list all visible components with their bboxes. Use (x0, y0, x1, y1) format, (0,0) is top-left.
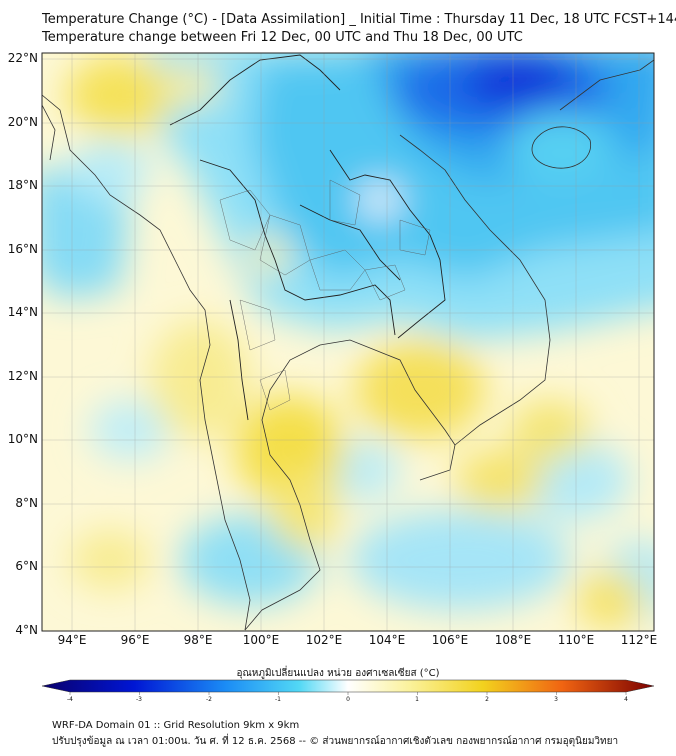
lat-label-20n: 20°N (7, 115, 38, 129)
lon-label-100e: 100°E (242, 633, 280, 647)
temperature-field (42, 53, 654, 631)
lat-label-4n: 4°N (15, 623, 38, 637)
lon-label-110e: 110°E (557, 633, 595, 647)
colorbar-tick-label: -1 (275, 696, 281, 703)
colorbar-tick-label: 3 (554, 696, 558, 703)
lat-label-6n: 6°N (15, 559, 38, 573)
lon-label-104e: 104°E (368, 633, 406, 647)
footer-model-info: WRF-DA Domain 01 :: Grid Resolution 9km … (52, 720, 300, 731)
colorbar-tick-label: 2 (485, 696, 489, 703)
lon-label-94e: 94°E (57, 633, 87, 647)
lat-label-16n: 16°N (7, 242, 38, 256)
lon-label-112e: 112°E (620, 633, 658, 647)
colorbar-tick-label: 4 (624, 696, 628, 703)
lat-label-22n: 22°N (7, 51, 38, 65)
colorbar-tick-label: -4 (67, 696, 73, 703)
lon-label-98e: 98°E (183, 633, 213, 647)
lat-label-14n: 14°N (7, 305, 38, 319)
lat-label-18n: 18°N (7, 178, 38, 192)
colorbar-title: อุณหภูมิเปลี่ยนแปลง หน่วย องศาเซลเซียส (… (236, 668, 440, 679)
lon-label-96e: 96°E (120, 633, 150, 647)
title-line-2: Temperature change between Fri 12 Dec, 0… (42, 30, 523, 45)
lat-label-10n: 10°N (7, 432, 38, 446)
lon-label-108e: 108°E (494, 633, 532, 647)
colorbar-tick-label: -3 (136, 696, 142, 703)
lat-label-12n: 12°N (7, 369, 38, 383)
map-gridlines (42, 53, 654, 631)
coastlines (42, 59, 654, 631)
colorbar-tick-label: 0 (346, 696, 350, 703)
colorbar-tick-label: 1 (415, 696, 419, 703)
colorbar-tick-label: -2 (206, 696, 212, 703)
lon-label-106e: 106°E (431, 633, 469, 647)
lat-label-8n: 8°N (15, 496, 38, 510)
lon-label-102e: 102°E (305, 633, 343, 647)
map-frame (41, 52, 655, 632)
province-borders (219, 179, 431, 411)
colorbar (41, 679, 655, 695)
footer-credit: ปรับปรุงข้อมูล ณ เวลา 01:00น. วัน ศ. ที่… (52, 736, 619, 747)
title-line-1: Temperature Change (°C) - [Data Assimila… (42, 12, 676, 27)
country-borders (169, 54, 446, 421)
